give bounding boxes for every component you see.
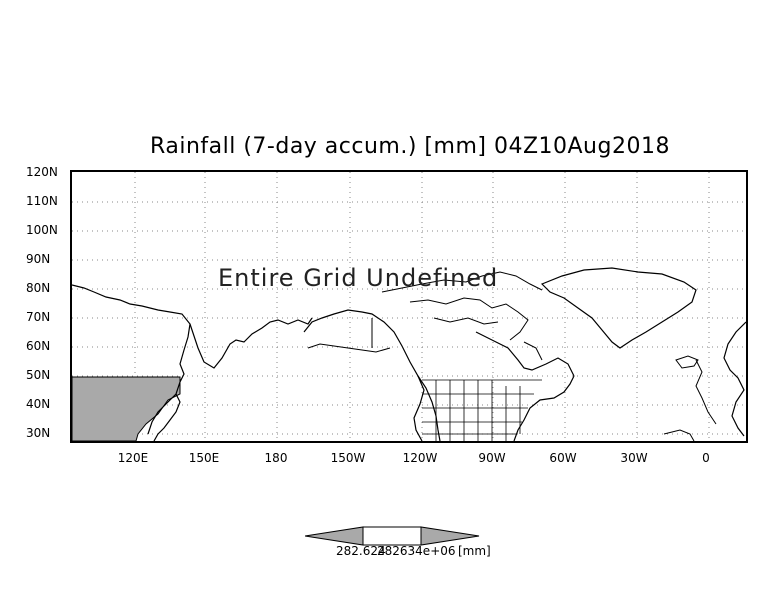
y-tick-label: 40N bbox=[26, 397, 51, 411]
y-tick-label: 70N bbox=[26, 310, 51, 324]
alaska-coast bbox=[303, 309, 441, 441]
colorbar-left-arrow bbox=[305, 526, 364, 546]
y-tick-label: 80N bbox=[26, 281, 51, 295]
europe-coast bbox=[723, 321, 746, 437]
asia-shaded-region bbox=[72, 376, 181, 441]
x-tick-label: 0 bbox=[702, 451, 710, 465]
y-tick-label: 30N bbox=[26, 426, 51, 440]
map-panel: Entire Grid Undefined bbox=[70, 170, 748, 443]
state-boundaries bbox=[422, 379, 542, 441]
x-tick-label: 180 bbox=[264, 451, 288, 465]
greenland bbox=[540, 267, 697, 349]
aleutian-chain bbox=[307, 343, 391, 353]
x-tick-label: 60W bbox=[549, 451, 577, 465]
map-title: Rainfall (7-day accum.) [mm] 04Z10Aug201… bbox=[150, 134, 670, 159]
x-tick-label: 150W bbox=[330, 451, 366, 465]
x-tick-label: 120W bbox=[402, 451, 438, 465]
japan-coast bbox=[153, 393, 181, 441]
colorbar-center-box bbox=[362, 526, 422, 546]
north-america-coast bbox=[413, 375, 425, 441]
y-tick-label: 100N bbox=[26, 223, 58, 237]
undefined-grid-message: Entire Grid Undefined bbox=[218, 264, 499, 292]
map-drawing bbox=[72, 172, 746, 441]
colorbar-right-arrow bbox=[420, 526, 480, 546]
y-tick-label: 60N bbox=[26, 339, 51, 353]
x-tick-label: 90W bbox=[478, 451, 506, 465]
chukotka-coast bbox=[189, 317, 313, 369]
color-bar bbox=[305, 526, 480, 546]
arctic-islands bbox=[381, 271, 543, 293]
y-tick-label: 90N bbox=[26, 252, 51, 266]
x-tick-label: 30W bbox=[620, 451, 648, 465]
colorbar-label-high: 282634e+06 bbox=[377, 544, 456, 558]
grid-lines bbox=[72, 172, 746, 441]
y-tick-label: 50N bbox=[26, 368, 51, 382]
x-tick-label: 150E bbox=[188, 451, 220, 465]
colorbar-unit: [mm] bbox=[458, 544, 491, 558]
y-tick-label: 110N bbox=[26, 194, 58, 208]
colorbar-label-low: 282.624 bbox=[336, 544, 386, 558]
x-tick-label: 120E bbox=[117, 451, 149, 465]
hudson-bay-coast bbox=[475, 331, 575, 377]
y-tick-label: 120N bbox=[26, 165, 58, 179]
